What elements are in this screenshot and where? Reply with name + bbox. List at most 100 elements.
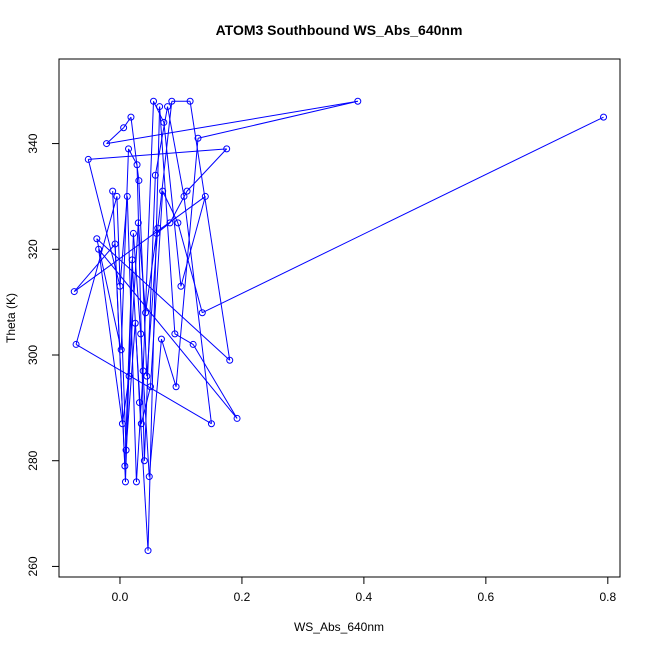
data-point (137, 330, 145, 338)
data-point (156, 103, 164, 111)
data-point (125, 145, 133, 153)
data-point (150, 97, 158, 105)
data-point (153, 229, 161, 237)
series-segment (163, 122, 182, 287)
series-points (70, 97, 608, 555)
x-tick-label: 0.6 (478, 590, 495, 604)
series-segment (148, 339, 162, 477)
series-segment (96, 238, 231, 361)
data-point (600, 113, 608, 121)
y-tick-label: 340 (26, 133, 40, 153)
data-point (122, 446, 130, 454)
x-tick-label: 0.0 (112, 590, 129, 604)
data-point (233, 414, 241, 422)
series-segment (88, 148, 227, 160)
series-segment (143, 175, 156, 461)
y-tick-label: 260 (26, 556, 40, 576)
y-tick-label: 320 (26, 239, 40, 259)
series-segment (140, 333, 150, 477)
data-point (117, 346, 125, 354)
data-point (159, 187, 167, 195)
data-point (354, 97, 362, 105)
data-point (189, 340, 197, 348)
data-point (207, 420, 215, 428)
series-segment (197, 100, 358, 139)
series-segment (192, 344, 238, 419)
series-segment (186, 148, 228, 192)
series-segment (125, 323, 136, 451)
data-point (95, 245, 103, 253)
series-segment (149, 191, 164, 387)
series-segment (87, 159, 121, 287)
data-point (93, 235, 101, 243)
data-point (180, 192, 188, 200)
chart-title: ATOM3 Southbound WS_Abs_640nm (216, 22, 463, 38)
data-point (198, 309, 206, 317)
data-point (121, 478, 129, 486)
data-point (226, 356, 234, 364)
series-segment (202, 116, 604, 314)
data-point (164, 103, 172, 111)
data-point (135, 177, 143, 185)
series-segment (75, 196, 118, 345)
data-point (201, 192, 209, 200)
series-segment (73, 196, 206, 292)
data-point (143, 372, 151, 380)
data-point (127, 113, 135, 121)
data-point (137, 420, 145, 428)
data-point (72, 340, 80, 348)
series-segment (180, 196, 206, 287)
series-segment (189, 101, 231, 361)
series-segment (126, 196, 137, 482)
data-point (132, 478, 140, 486)
data-point (113, 192, 121, 200)
series-segment (98, 248, 238, 419)
series-segment (160, 338, 177, 387)
series-segment (96, 238, 122, 350)
y-axis: 260 280 300 320 340 (26, 133, 59, 576)
series-lines (73, 100, 604, 551)
x-tick-label: 0.8 (599, 590, 616, 604)
data-point (123, 192, 131, 200)
data-point (120, 124, 128, 132)
x-tick-label: 0.4 (356, 590, 373, 604)
data-point (134, 219, 142, 227)
series-segment (106, 127, 124, 144)
data-point (116, 282, 124, 290)
data-point (144, 547, 152, 555)
series-segment (159, 106, 176, 334)
series-segment (138, 180, 148, 377)
data-point (172, 383, 180, 391)
series-segment (138, 402, 149, 551)
data-point (140, 457, 148, 465)
series-segment (177, 222, 203, 313)
data-point (151, 171, 159, 179)
data-point (186, 97, 194, 105)
y-axis-label: Theta (K) (4, 293, 18, 343)
data-point (166, 219, 174, 227)
series-segment (106, 100, 358, 145)
data-point (183, 187, 191, 195)
data-point (118, 420, 126, 428)
data-point (171, 330, 179, 338)
y-tick-label: 280 (26, 450, 40, 470)
data-point (142, 309, 150, 317)
series-segment (120, 148, 130, 350)
data-point (177, 282, 185, 290)
x-axis: 0.0 0.2 0.4 0.6 0.8 (112, 577, 616, 604)
series-segment (128, 222, 139, 377)
data-point (84, 155, 92, 163)
series-segment (157, 101, 173, 229)
data-point (128, 256, 136, 264)
y-tick-label: 300 (26, 345, 40, 365)
data-point (129, 229, 137, 237)
data-point (125, 372, 133, 380)
series-segment (98, 249, 123, 424)
data-point (135, 399, 143, 407)
series-segment (140, 386, 151, 424)
series-segment (136, 164, 145, 461)
data-point (160, 118, 168, 126)
series-segment (75, 343, 212, 425)
